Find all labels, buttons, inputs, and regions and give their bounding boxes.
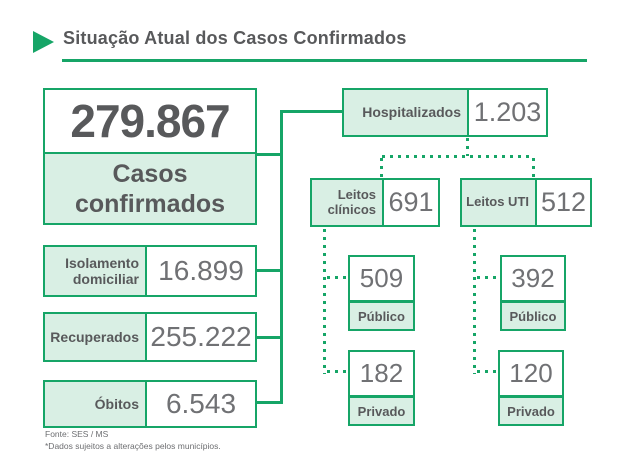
stat-label: Isolamento domiciliar xyxy=(45,247,147,295)
hospitalized-value: 1.203 xyxy=(473,97,542,127)
clinical-public-box: 509 Público xyxy=(348,255,415,331)
dotted-to-icu-public xyxy=(477,276,500,279)
icu-private-value: 120 xyxy=(498,350,564,397)
clinical-public-value: 509 xyxy=(348,255,415,302)
connector-vertical-trunk xyxy=(280,110,283,404)
dotted-to-clinical-public xyxy=(327,276,348,279)
stat-row-isolation: Isolamento domiciliar 16.899 xyxy=(43,245,257,297)
connector-from-deaths xyxy=(256,401,282,404)
clinical-private-box: 182 Privado xyxy=(348,350,415,426)
dotted-from-hospitalized xyxy=(466,138,469,156)
stat-value: 16.899 xyxy=(158,255,244,286)
icu-private-box: 120 Privado xyxy=(498,350,564,426)
page-title: Situação Atual dos Casos Confirmados xyxy=(63,28,407,48)
icu-public-box: 392 Público xyxy=(500,255,566,331)
confirmed-cases-value: 279.867 xyxy=(45,90,255,154)
icu-beds-box: Leitos UTI 512 xyxy=(460,178,592,227)
confirmed-cases-label: Casos confirmados xyxy=(45,154,255,223)
stat-row-recovered: Recuperados 255.222 xyxy=(43,312,257,362)
footer-disclaimer: *Dados sujeitos a alterações pelos munic… xyxy=(45,441,221,452)
stat-value: 255.222 xyxy=(150,321,252,352)
hospitalized-box: Hospitalizados 1.203 xyxy=(342,88,548,137)
title-underline xyxy=(62,59,587,62)
dotted-to-clinical-private xyxy=(327,370,348,373)
dotted-icu-branch xyxy=(473,229,476,374)
clinical-beds-box: Leitos clínicos 691 xyxy=(310,178,440,227)
footer-note: Fonte: SES / MS *Dados sujeitos a altera… xyxy=(45,428,221,453)
icu-beds-label: Leitos UTI xyxy=(462,180,537,225)
hospitalized-label: Hospitalizados xyxy=(344,90,469,135)
footer-source: Fonte: SES / MS xyxy=(45,429,109,439)
clinical-private-value: 182 xyxy=(348,350,415,397)
dotted-beds-crossbar xyxy=(382,155,534,158)
connector-to-hospitalized xyxy=(282,110,342,113)
dotted-clinical-branch xyxy=(323,229,326,374)
bullet-triangle-icon xyxy=(33,31,54,53)
connector-from-confirmed xyxy=(256,153,282,156)
clinical-public-label: Público xyxy=(348,301,415,331)
connector-from-isolation xyxy=(256,269,282,272)
dotted-to-icu-beds xyxy=(532,158,535,178)
dotted-to-icu-private xyxy=(477,370,498,373)
icu-public-label: Público xyxy=(500,301,566,331)
icu-public-value: 392 xyxy=(500,255,566,302)
clinical-beds-label: Leitos clínicos xyxy=(312,180,384,225)
icu-private-label: Privado xyxy=(498,396,564,426)
stat-value: 6.543 xyxy=(165,388,237,419)
confirmed-cases-box: 279.867 Casos confirmados xyxy=(43,88,257,225)
connector-from-recovered xyxy=(256,336,282,339)
stat-row-deaths: Óbitos 6.543 xyxy=(43,380,257,428)
icu-beds-value: 512 xyxy=(540,187,587,217)
clinical-private-label: Privado xyxy=(348,396,415,426)
stat-label: Óbitos xyxy=(45,382,147,426)
dotted-to-clinical-beds xyxy=(380,158,383,178)
clinical-beds-value: 691 xyxy=(388,187,434,217)
stat-label: Recuperados xyxy=(45,314,147,360)
